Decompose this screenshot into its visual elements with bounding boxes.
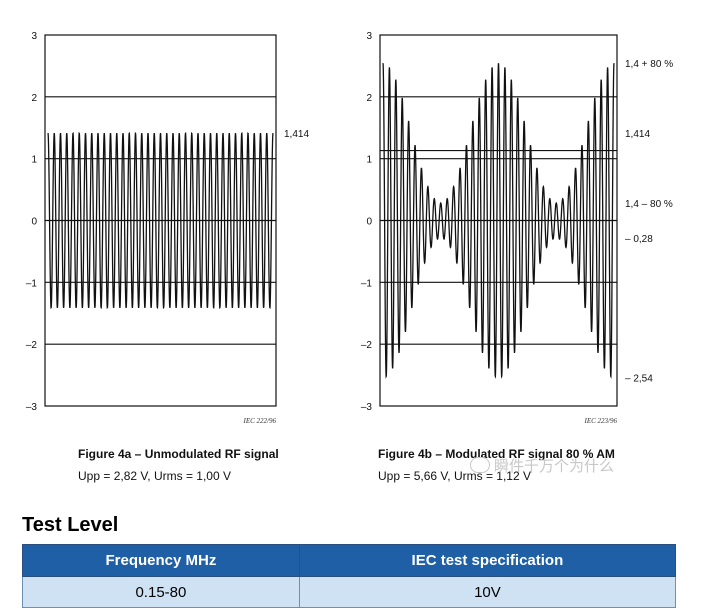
annotation-label: – 2,54: [625, 374, 653, 385]
chart-modulated-rf: 3 2 1 0 –1 –2 –3 1,4 + 80 % 1,414 1,4 – 80 % – 0,2…: [361, 31, 673, 425]
cell-iec-spec: 10V: [298, 576, 677, 608]
figure-4b-title: Figure 4b – Modulated RF signal 80 % AM: [378, 447, 615, 461]
test-level-table: Frequency MHz IEC test specification 0.1…: [22, 544, 677, 608]
annotation-label: 1,414: [284, 129, 309, 140]
cell-frequency: 0.15-80: [22, 576, 300, 608]
annotation-label: – 0,28: [625, 234, 653, 245]
y-tick-label: –1: [361, 278, 373, 289]
caption-figure-4b: Figure 4b – Modulated RF signal 80 % AM …: [378, 447, 615, 483]
y-tick-label: 3: [366, 31, 372, 42]
y-tick-label: –2: [361, 340, 373, 351]
table-row: 0.15-80 10V: [22, 576, 677, 608]
annotation-label: 1,414: [625, 129, 650, 140]
y-tick-label: 0: [31, 217, 37, 228]
column-header-frequency: Frequency MHz: [22, 544, 300, 577]
caption-figure-4a: Figure 4a – Unmodulated RF signal Upp = …: [78, 447, 279, 483]
y-tick-label: 2: [366, 93, 372, 104]
y-tick-label: 2: [31, 93, 37, 104]
y-tick-label: –3: [361, 402, 373, 413]
y-tick-label: –1: [26, 278, 38, 289]
annotation-label: 1,4 – 80 %: [625, 199, 673, 210]
figures-area: 3 2 1 0 –1 –2 –3 1,414 IEC 222/96 3 2 1 0 –1 –2 –3 1,4 …: [26, 31, 673, 425]
column-header-iec-spec: IEC test specification: [298, 544, 677, 577]
figure-4b-subtitle: Upp = 5,66 V, Urms = 1,12 V: [378, 469, 531, 483]
y-tick-label: 3: [31, 31, 37, 42]
waveform-series: [382, 63, 615, 379]
chart-unmodulated-rf: 3 2 1 0 –1 –2 –3 1,414 IEC 222/96: [26, 31, 310, 425]
iec-reference-code: IEC 223/96: [584, 417, 618, 425]
y-tick-label: 1: [366, 155, 372, 166]
y-tick-label: 1: [31, 155, 37, 166]
waveform-series: [47, 132, 274, 309]
test-level-heading: Test Level: [22, 514, 119, 536]
y-tick-label: –3: [26, 402, 38, 413]
y-tick-label: 0: [366, 217, 372, 228]
watermark-text: 瞬件千万个为什么: [494, 457, 615, 475]
watermark: 瞬件千万个为什么: [470, 455, 614, 476]
y-tick-label: –2: [26, 340, 38, 351]
figure-4a-subtitle: Upp = 2,82 V, Urms = 1,00 V: [78, 469, 231, 483]
table-header-row: Frequency MHz IEC test specification: [22, 544, 677, 577]
figure-4a-title: Figure 4a – Unmodulated RF signal: [78, 447, 279, 461]
wechat-icon: [470, 457, 490, 473]
annotation-label: 1,4 + 80 %: [625, 59, 673, 70]
iec-reference-code: IEC 222/96: [243, 417, 277, 425]
